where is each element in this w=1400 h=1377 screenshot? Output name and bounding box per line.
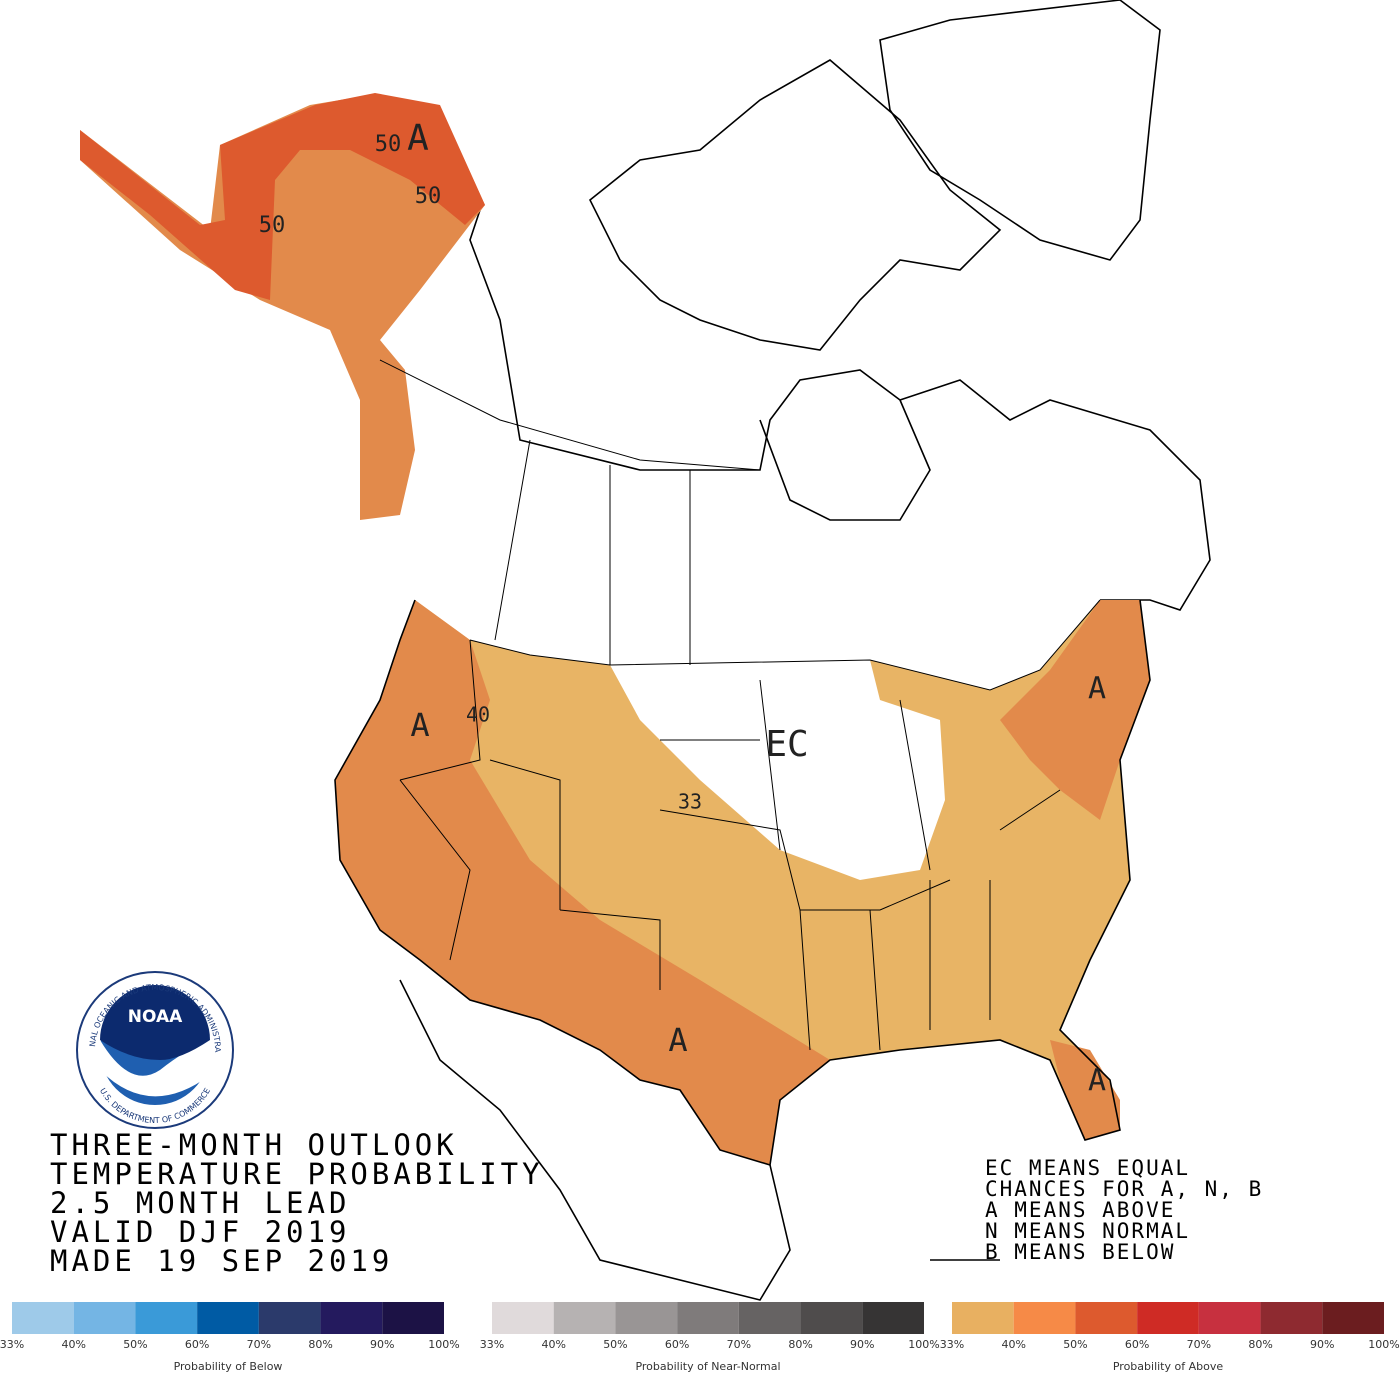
map-label: A	[1088, 672, 1106, 707]
legend-swatch	[73, 1302, 136, 1334]
map-label: A	[1088, 1064, 1106, 1099]
legend-swatch	[1322, 1302, 1384, 1334]
legend-swatch	[952, 1302, 1014, 1334]
map-label: A	[407, 118, 429, 159]
legend-swatch	[738, 1302, 801, 1334]
legend-swatch	[135, 1302, 198, 1334]
ec-area	[610, 660, 945, 880]
us-33	[335, 600, 1150, 1165]
note: N MEANS NORMAL	[985, 1219, 1190, 1243]
legend-swatch	[12, 1302, 74, 1334]
note: A MEANS ABOVE	[985, 1198, 1175, 1222]
alaska-50	[80, 93, 485, 300]
legend-tick-label: 90%	[850, 1338, 874, 1351]
map-label: EC	[765, 724, 808, 765]
us-coast	[334, 599, 1151, 1167]
note: CHANCES FOR A, N, B	[985, 1177, 1263, 1201]
note: B MEANS BELOW	[985, 1240, 1175, 1264]
title-line: TEMPERATURE PROBABILITY	[50, 1157, 544, 1191]
legend-swatch	[197, 1302, 259, 1334]
legend-tick-label: 70%	[727, 1338, 751, 1351]
legend-tick-label: 100%	[428, 1338, 459, 1351]
legend-tick-label: 90%	[1310, 1338, 1334, 1351]
map-label: 50	[415, 184, 442, 209]
legend-tick-label: 60%	[665, 1338, 689, 1351]
title-line: MADE 19 SEP 2019	[50, 1244, 393, 1278]
arctic-islands	[588, 59, 1002, 351]
legend-tick-label: 70%	[247, 1338, 271, 1351]
legend-tick-label: 80%	[308, 1338, 332, 1351]
legend-title: Probability of Above	[1113, 1360, 1223, 1373]
legend-tick-label: 60%	[1125, 1338, 1149, 1351]
borders	[379, 359, 1061, 1051]
map-label: 50	[375, 132, 402, 157]
legend-title: Probability of Near-Normal	[635, 1360, 780, 1373]
legend-tick-label: 50%	[123, 1338, 147, 1351]
legend-title: Probability of Below	[174, 1360, 283, 1373]
legend-tick-label: 100%	[908, 1338, 939, 1351]
legend-swatch	[862, 1302, 924, 1334]
title-line: THREE-MONTH OUTLOOK	[50, 1128, 458, 1162]
map-label: A	[410, 706, 429, 744]
legend-swatch	[615, 1302, 678, 1334]
legend-swatch	[320, 1302, 383, 1334]
legend-tick-label: 100%	[1368, 1338, 1399, 1351]
northeast-40	[1000, 600, 1150, 820]
map-label: A	[668, 1021, 687, 1059]
legend-swatch	[1260, 1302, 1323, 1334]
notes: EC MEANS EQUAL CHANCES FOR A, N, B A MEA…	[985, 1156, 1263, 1264]
legend-tick-label: 50%	[603, 1338, 627, 1351]
legend-swatch	[1075, 1302, 1138, 1334]
legend-tick-label: 40%	[541, 1338, 565, 1351]
map-label: 50	[259, 213, 286, 238]
legend-swatch	[677, 1302, 739, 1334]
legend-tick-label: 33%	[0, 1338, 24, 1351]
mexico	[399, 979, 1000, 1301]
map-label: 33	[678, 790, 702, 814]
legends: 33% 40% 50% 60% 70% 80% 90% 100% Probability of …	[0, 1302, 1400, 1373]
legend-tick-label: 80%	[1248, 1338, 1272, 1351]
legend-swatch	[1137, 1302, 1199, 1334]
legend-tick-label: 80%	[788, 1338, 812, 1351]
title-line: VALID DJF 2019	[50, 1215, 350, 1249]
west-40	[335, 600, 830, 1165]
legend-tick-label: 90%	[370, 1338, 394, 1351]
hudson-bay	[759, 399, 931, 521]
legend-swatch	[1198, 1302, 1261, 1334]
legend-swatch	[258, 1302, 321, 1334]
legend-swatch	[492, 1302, 554, 1334]
legend-swatch	[382, 1302, 444, 1334]
coastline	[469, 209, 1211, 611]
canada-us-border	[469, 599, 1101, 691]
logo-sky	[100, 985, 210, 1060]
logo-name: NOAA	[128, 1007, 183, 1027]
legend-swatch	[553, 1302, 616, 1334]
title-block: THREE-MONTH OUTLOOK TEMPERATURE PROBABIL…	[50, 1128, 544, 1278]
greenland	[879, 0, 1161, 261]
legend-tick-label: 50%	[1063, 1338, 1087, 1351]
florida-40	[1050, 1040, 1120, 1140]
legend-tick-label: 70%	[1187, 1338, 1211, 1351]
legend-tick-label: 40%	[61, 1338, 85, 1351]
legend-tick-label: 40%	[1001, 1338, 1025, 1351]
legend-tick-label: 33%	[480, 1338, 504, 1351]
legend-swatch	[1013, 1302, 1076, 1334]
legend-tick-label: 33%	[940, 1338, 964, 1351]
legend-swatch	[800, 1302, 863, 1334]
alaska-40	[80, 95, 485, 520]
note: EC MEANS EQUAL	[985, 1156, 1190, 1180]
legend-tick-label: 60%	[185, 1338, 209, 1351]
title-line: 2.5 MONTH LEAD	[50, 1186, 350, 1220]
map-label: 40	[466, 703, 490, 727]
